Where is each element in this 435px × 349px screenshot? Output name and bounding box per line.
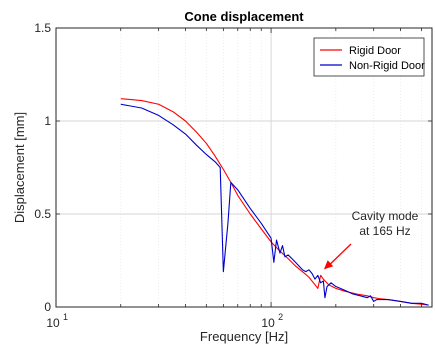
x-axis-label: Frequency [Hz] — [200, 329, 288, 344]
legend-label-non-rigid-door: Non-Rigid Door — [349, 60, 425, 72]
y-tick-label: 1 — [44, 114, 51, 128]
annotation-arrow-shaft — [328, 243, 352, 266]
x-tick-label: 10 2 — [261, 312, 283, 330]
y-axis-label: Displacement [mm] — [12, 112, 27, 223]
cavity-mode-annotation: Cavity mode at 165 Hz — [323, 209, 419, 270]
x-tick-label: 10 1 — [46, 312, 68, 330]
plot-lines — [120, 98, 429, 306]
legend-label-rigid-door: Rigid Door — [349, 45, 401, 57]
legend-box — [313, 37, 425, 77]
plot-frame — [55, 27, 433, 308]
x-axis-ticks: 10 1 10 2 — [46, 28, 422, 330]
annotation-arrow-head — [323, 260, 334, 270]
y-tick-label: 0.5 — [34, 207, 51, 221]
y-tick-label: 0 — [44, 300, 51, 314]
annotation-text-line-1: Cavity mode — [352, 209, 419, 223]
series-line-rigid-door — [120, 98, 429, 306]
series-line-non-rigid-door — [120, 103, 429, 306]
x-tick-exponent: 1 — [63, 312, 68, 322]
annotation-text-line-2: at 165 Hz — [359, 224, 410, 238]
x-tick-exponent: 2 — [278, 312, 283, 322]
x-tick-base: 10 — [46, 316, 60, 330]
chart-title: Cone displacement — [184, 9, 304, 24]
y-axis-ticks: 0 0.5 1 1.5 — [34, 21, 432, 314]
y-tick-label: 1.5 — [34, 21, 51, 35]
legend: Rigid Door Non-Rigid Door — [313, 37, 425, 77]
x-tick-base: 10 — [261, 316, 275, 330]
